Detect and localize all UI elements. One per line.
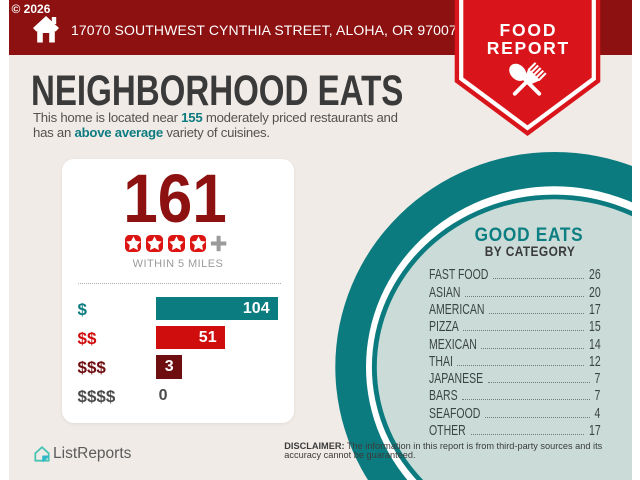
svg-text:REPORT: REPORT [487,38,570,58]
svg-text:FOOD: FOOD [500,20,558,40]
